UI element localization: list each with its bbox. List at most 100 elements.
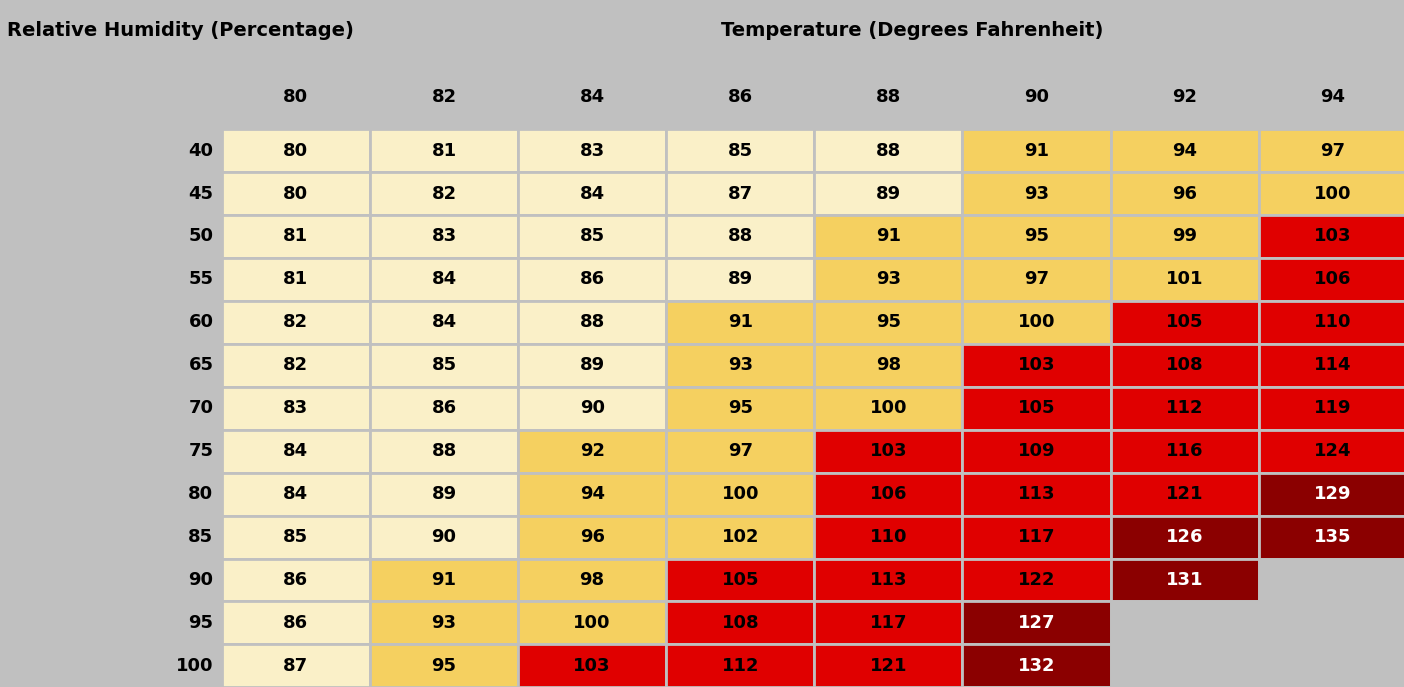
Bar bbox=[963, 301, 1111, 344]
Text: 114: 114 bbox=[1314, 357, 1352, 374]
Bar bbox=[1111, 430, 1259, 473]
Text: 100: 100 bbox=[573, 614, 611, 632]
Bar bbox=[963, 602, 1111, 644]
Text: 88: 88 bbox=[876, 88, 901, 106]
Bar bbox=[1258, 387, 1404, 430]
Bar bbox=[1258, 172, 1404, 215]
Bar bbox=[1111, 387, 1259, 430]
Text: 86: 86 bbox=[431, 399, 456, 417]
Text: 81: 81 bbox=[431, 142, 456, 159]
Bar bbox=[518, 644, 667, 687]
Bar bbox=[222, 301, 371, 344]
Text: 91: 91 bbox=[727, 313, 753, 331]
Bar bbox=[814, 559, 963, 602]
Text: 112: 112 bbox=[1165, 399, 1203, 417]
Bar bbox=[222, 258, 371, 301]
Bar bbox=[1111, 602, 1259, 644]
Text: 119: 119 bbox=[1314, 399, 1352, 417]
Bar bbox=[1111, 258, 1259, 301]
Bar bbox=[222, 172, 371, 215]
Bar bbox=[814, 301, 963, 344]
Bar bbox=[222, 430, 371, 473]
Bar bbox=[1258, 215, 1404, 258]
Text: 96: 96 bbox=[580, 528, 605, 546]
Text: 95: 95 bbox=[727, 399, 753, 417]
Bar bbox=[1258, 258, 1404, 301]
Text: 95: 95 bbox=[188, 614, 213, 632]
Bar bbox=[1111, 301, 1259, 344]
Text: 86: 86 bbox=[727, 88, 753, 106]
Text: 95: 95 bbox=[1024, 227, 1049, 245]
Bar bbox=[518, 602, 667, 644]
Bar bbox=[814, 430, 963, 473]
Bar bbox=[1258, 301, 1404, 344]
Bar bbox=[518, 215, 667, 258]
Text: 100: 100 bbox=[1314, 185, 1352, 203]
Text: 70: 70 bbox=[188, 399, 213, 417]
Bar bbox=[371, 602, 518, 644]
Text: 106: 106 bbox=[1314, 271, 1352, 289]
Bar bbox=[814, 258, 963, 301]
Text: 86: 86 bbox=[284, 571, 309, 589]
Bar bbox=[1111, 344, 1259, 387]
Bar bbox=[518, 129, 667, 172]
Text: 124: 124 bbox=[1314, 442, 1352, 460]
Text: 129: 129 bbox=[1314, 485, 1352, 503]
Bar bbox=[1258, 515, 1404, 559]
Bar bbox=[518, 258, 667, 301]
Bar bbox=[963, 344, 1111, 387]
Text: 103: 103 bbox=[1314, 227, 1352, 245]
Text: 82: 82 bbox=[284, 357, 309, 374]
Text: 84: 84 bbox=[431, 271, 456, 289]
Bar bbox=[814, 515, 963, 559]
Bar bbox=[518, 172, 667, 215]
Bar bbox=[1111, 473, 1259, 515]
Bar bbox=[371, 473, 518, 515]
Bar bbox=[963, 129, 1111, 172]
Bar bbox=[963, 515, 1111, 559]
Text: 83: 83 bbox=[580, 142, 605, 159]
Bar bbox=[371, 644, 518, 687]
Bar bbox=[814, 129, 963, 172]
Text: 87: 87 bbox=[727, 185, 753, 203]
Bar bbox=[963, 644, 1111, 687]
Bar bbox=[371, 301, 518, 344]
Text: 92: 92 bbox=[1172, 88, 1198, 106]
Bar bbox=[371, 129, 518, 172]
Text: 45: 45 bbox=[188, 185, 213, 203]
Bar bbox=[222, 387, 371, 430]
Text: 84: 84 bbox=[284, 485, 309, 503]
Text: 95: 95 bbox=[876, 313, 901, 331]
Text: 84: 84 bbox=[284, 442, 309, 460]
Bar bbox=[222, 473, 371, 515]
Text: 80: 80 bbox=[188, 485, 213, 503]
Bar bbox=[1111, 644, 1259, 687]
Text: Relative Humidity (Percentage): Relative Humidity (Percentage) bbox=[7, 21, 354, 41]
Bar bbox=[963, 430, 1111, 473]
Text: 83: 83 bbox=[284, 399, 309, 417]
Text: 109: 109 bbox=[1018, 442, 1056, 460]
Text: 80: 80 bbox=[284, 142, 309, 159]
Text: 89: 89 bbox=[431, 485, 456, 503]
Text: 108: 108 bbox=[1165, 357, 1203, 374]
Text: 110: 110 bbox=[1314, 313, 1352, 331]
Text: 105: 105 bbox=[1018, 399, 1056, 417]
Text: 102: 102 bbox=[722, 528, 760, 546]
Text: 100: 100 bbox=[1018, 313, 1056, 331]
Bar bbox=[222, 344, 371, 387]
Text: 94: 94 bbox=[1320, 88, 1345, 106]
Text: 103: 103 bbox=[869, 442, 907, 460]
Text: 117: 117 bbox=[869, 614, 907, 632]
Text: 131: 131 bbox=[1165, 571, 1203, 589]
Bar bbox=[371, 215, 518, 258]
Text: 88: 88 bbox=[876, 142, 901, 159]
Text: 100: 100 bbox=[869, 399, 907, 417]
Bar bbox=[222, 215, 371, 258]
Text: 112: 112 bbox=[722, 657, 760, 675]
Text: 80: 80 bbox=[284, 185, 309, 203]
Text: 85: 85 bbox=[188, 528, 213, 546]
Text: 89: 89 bbox=[580, 357, 605, 374]
Text: 80: 80 bbox=[284, 88, 309, 106]
Text: 105: 105 bbox=[722, 571, 760, 589]
Bar bbox=[667, 387, 814, 430]
